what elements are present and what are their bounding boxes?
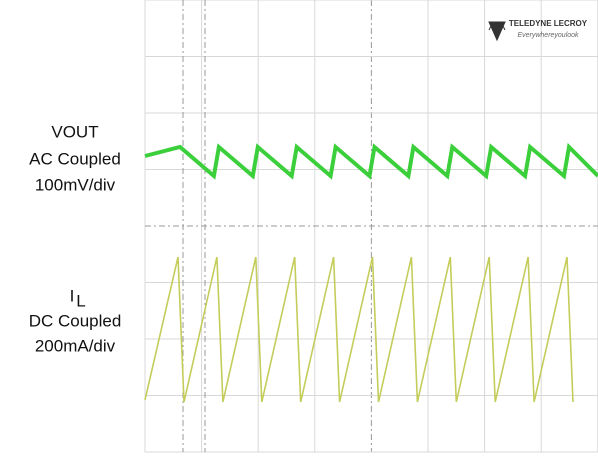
channel-coupling: DC Coupled bbox=[29, 311, 122, 330]
logo-tagline: Everywhereyoulook bbox=[517, 32, 579, 39]
scope-screenshot: TELEDYNE LECROY Everywhereyoulook VOUT A… bbox=[0, 0, 598, 457]
channel-scale: 200mA/div bbox=[35, 336, 116, 355]
channel-coupling: AC Coupled bbox=[29, 149, 121, 168]
logo-brand: TELEDYNE LECROY bbox=[509, 19, 588, 28]
channel-subscript: L bbox=[76, 291, 85, 310]
channel-scale: 100mV/div bbox=[35, 175, 116, 194]
channel-name: I bbox=[70, 286, 75, 305]
channel-name: VOUT bbox=[51, 122, 98, 141]
